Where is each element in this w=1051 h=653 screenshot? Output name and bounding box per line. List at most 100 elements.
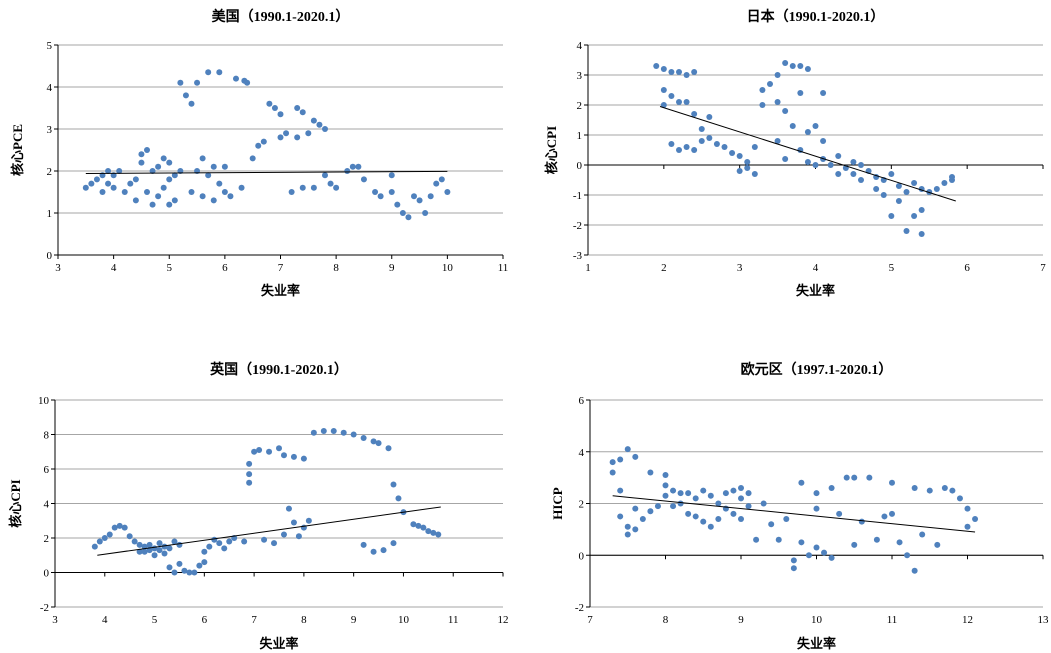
- x-tick-label: 7: [251, 614, 257, 626]
- data-point: [660, 87, 667, 93]
- data-point: [141, 548, 148, 555]
- data-point: [759, 102, 766, 108]
- data-point: [660, 66, 667, 72]
- data-point: [889, 479, 895, 486]
- data-point: [691, 69, 698, 75]
- data-point: [221, 189, 228, 195]
- y-tick-label: 6: [579, 395, 585, 407]
- data-point: [166, 176, 173, 183]
- data-point: [246, 471, 253, 478]
- data-point: [294, 105, 301, 111]
- x-axis-label: 失业率: [259, 636, 298, 651]
- data-point: [410, 521, 417, 528]
- data-point: [375, 440, 382, 447]
- data-point: [609, 459, 616, 466]
- x-tick-label: 1: [585, 262, 591, 274]
- data-point: [934, 541, 941, 548]
- data-point: [730, 510, 737, 517]
- data-point: [760, 500, 767, 507]
- data-point: [266, 100, 273, 107]
- data-point: [895, 198, 902, 204]
- data-point: [683, 144, 690, 150]
- data-point: [918, 231, 925, 237]
- data-point: [221, 163, 228, 170]
- x-tick-label: 6: [964, 262, 970, 274]
- data-point: [390, 540, 397, 547]
- data-point: [805, 552, 812, 559]
- chart-panel-3: -2 0 2 4 6 8 10 3 4 5 6 7 8 9 10 11 12 英国（1990.1-2020.1） 失…: [8, 361, 509, 651]
- data-point: [851, 474, 858, 481]
- data-point: [911, 484, 918, 491]
- data-point: [126, 533, 133, 540]
- data-point: [201, 559, 208, 566]
- data-point: [388, 172, 395, 179]
- x-tick-label: 12: [962, 614, 973, 626]
- data-point: [827, 162, 834, 168]
- data-point: [156, 547, 163, 554]
- data-point: [706, 114, 713, 120]
- data-point: [729, 150, 736, 156]
- data-point: [789, 63, 796, 69]
- y-tick-label: 2: [47, 166, 53, 178]
- data-point: [280, 452, 287, 459]
- data-point: [227, 193, 234, 200]
- y-tick-label: 3: [577, 70, 583, 82]
- data-point: [425, 528, 432, 535]
- data-point: [691, 147, 698, 153]
- data-point: [873, 536, 880, 543]
- y-tick-label: 2: [577, 100, 583, 112]
- data-point: [918, 207, 925, 213]
- data-point: [385, 445, 392, 452]
- data-point: [751, 144, 758, 150]
- data-point: [205, 69, 212, 76]
- y-tick-label: 3: [47, 124, 53, 136]
- x-tick-label: 4: [813, 262, 819, 274]
- data-point: [736, 168, 743, 174]
- data-point: [210, 197, 217, 204]
- data-point: [136, 541, 143, 548]
- data-point: [609, 469, 616, 476]
- data-point: [330, 428, 337, 435]
- data-point: [320, 428, 327, 435]
- data-point: [730, 487, 737, 494]
- data-point: [668, 141, 675, 147]
- data-point: [767, 81, 773, 87]
- data-point: [745, 503, 752, 510]
- data-point: [316, 121, 323, 128]
- data-point: [820, 138, 827, 144]
- data-point: [216, 180, 223, 187]
- data-point: [647, 508, 654, 515]
- data-point: [380, 547, 387, 554]
- data-point: [812, 162, 819, 168]
- data-point: [151, 552, 158, 559]
- data-point: [888, 171, 895, 177]
- data-point: [881, 513, 888, 520]
- data-point: [388, 189, 395, 195]
- data-point: [676, 147, 682, 153]
- y-axis-label: 核心PCE: [10, 124, 25, 176]
- x-tick-label: 4: [111, 262, 117, 274]
- data-point: [299, 109, 306, 116]
- data-point: [444, 189, 451, 195]
- data-point: [435, 531, 442, 538]
- data-point: [798, 479, 805, 486]
- x-tick-label: 3: [55, 262, 61, 274]
- data-point: [149, 168, 156, 174]
- data-point: [176, 541, 183, 548]
- data-point: [238, 184, 245, 191]
- y-axis-label: 核心CPI: [8, 479, 23, 527]
- data-point: [812, 123, 819, 129]
- data-point: [774, 138, 781, 144]
- data-point: [422, 210, 429, 216]
- data-point: [972, 516, 979, 523]
- data-point: [305, 517, 312, 524]
- x-tick-label: 7: [1040, 262, 1046, 274]
- data-point: [171, 538, 178, 545]
- data-point: [911, 567, 918, 574]
- data-point: [149, 201, 156, 208]
- data-point: [241, 538, 248, 545]
- data-point: [372, 189, 379, 195]
- data-point: [322, 126, 328, 132]
- x-tick-label: 2: [661, 262, 667, 274]
- data-point: [290, 519, 297, 526]
